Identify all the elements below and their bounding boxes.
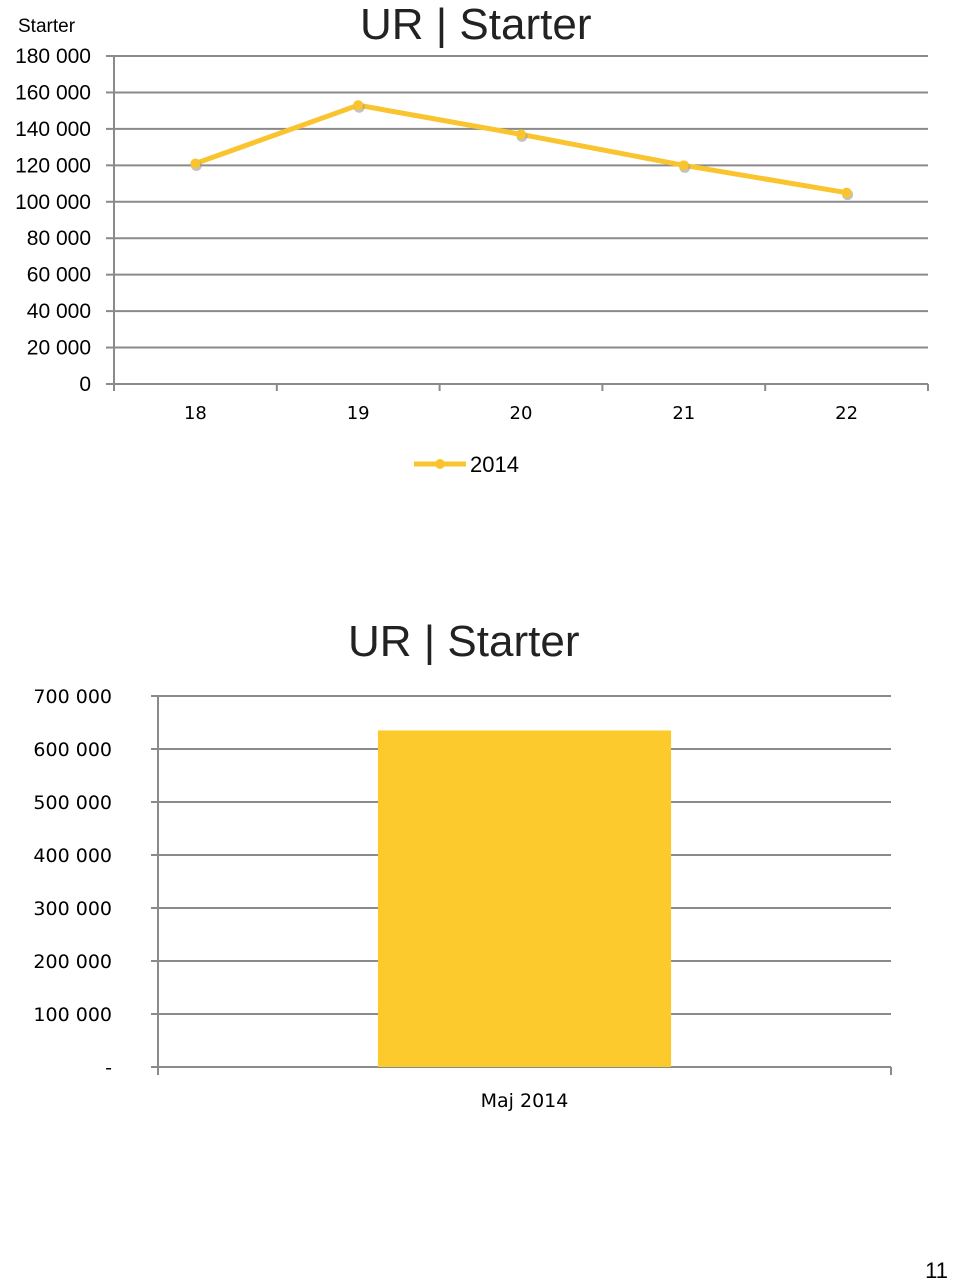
y-tick-label: 700 000 xyxy=(33,686,112,708)
x-tick-label: 22 xyxy=(835,403,858,424)
y-tick-label: 500 000 xyxy=(33,792,112,814)
y-tick-label: 120 000 xyxy=(15,154,91,177)
y-tick-label: 600 000 xyxy=(33,739,112,761)
x-tick-label: 20 xyxy=(510,403,533,424)
y-tick-label: 140 000 xyxy=(15,118,91,141)
x-tick-label: Maj 2014 xyxy=(481,1090,569,1112)
y-tick-label: - xyxy=(105,1057,112,1079)
y-tick-label: 200 000 xyxy=(33,951,112,973)
y-tick-label: 80 000 xyxy=(27,227,91,250)
y-tick-label: 20 000 xyxy=(27,337,91,360)
x-tick-label: 19 xyxy=(347,403,370,424)
y-tick-label: 300 000 xyxy=(33,898,112,920)
x-tick-label: 18 xyxy=(184,403,207,424)
x-tick-label: 21 xyxy=(672,403,695,424)
y-tick-label: 160 000 xyxy=(15,81,91,104)
y-tick-label: 100 000 xyxy=(33,1004,112,1026)
data-point xyxy=(841,187,852,198)
data-point xyxy=(516,129,526,140)
page-number: 11 xyxy=(925,1258,948,1283)
y-tick-label: 40 000 xyxy=(27,300,91,323)
data-point xyxy=(190,158,201,169)
bar xyxy=(377,730,672,1067)
bar-chart-title: UR | Starter xyxy=(348,617,580,666)
page-label: Starter xyxy=(18,16,76,37)
legend-marker xyxy=(435,459,445,469)
line-chart-title: UR | Starter xyxy=(360,0,592,49)
y-tick-label: 0 xyxy=(79,373,91,396)
series-line xyxy=(194,102,848,196)
y-tick-label: 180 000 xyxy=(15,45,91,68)
data-point xyxy=(353,100,364,111)
y-tick-label: 400 000 xyxy=(33,845,112,867)
line-chart: 0 20 000 40 000 60 000 80 000 100 000 120 000 1… xyxy=(15,45,929,477)
legend-label: 2014 xyxy=(470,452,519,477)
data-point xyxy=(678,160,689,171)
y-tick-label: 100 000 xyxy=(15,191,91,214)
y-tick-label: 60 000 xyxy=(27,264,91,287)
